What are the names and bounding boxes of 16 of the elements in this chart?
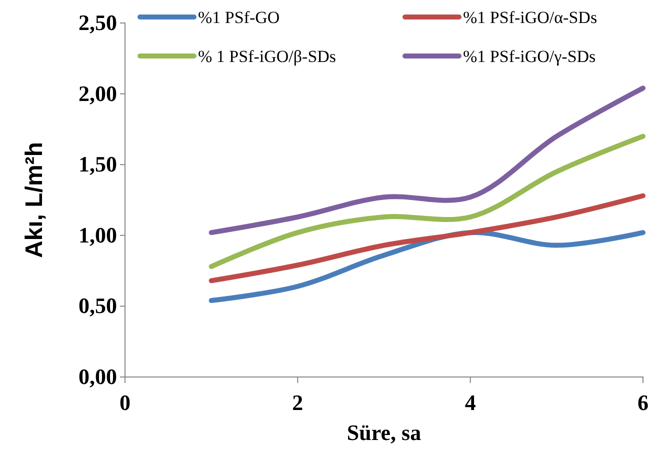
y-tick-label: 2,50: [78, 10, 117, 36]
legend-label: %1 PSf-iGO/α-SDs: [463, 8, 598, 27]
y-tick-label: 2,00: [78, 80, 117, 106]
y-tick-label: 0,00: [78, 364, 117, 390]
y-tick-label: 1,50: [78, 152, 117, 177]
y-tick-label: 1,00: [78, 222, 117, 248]
x-tick-label: 4: [464, 390, 476, 416]
y-axis-title: Akı, L/m²h: [21, 142, 48, 258]
y-tick-label: 0,50: [78, 293, 117, 318]
legend-label: % 1 PSf-iGO/β-SDs: [198, 47, 336, 66]
x-tick-label: 0: [120, 390, 130, 416]
x-axis-title: Süre, sa: [346, 420, 422, 445]
legend-label: %1 PSf-iGO/γ-SDs: [463, 47, 596, 66]
x-tick-label: 2: [292, 390, 304, 416]
legend-label: %1 PSf-GO: [198, 8, 280, 27]
x-tick-label: 6: [638, 390, 648, 416]
